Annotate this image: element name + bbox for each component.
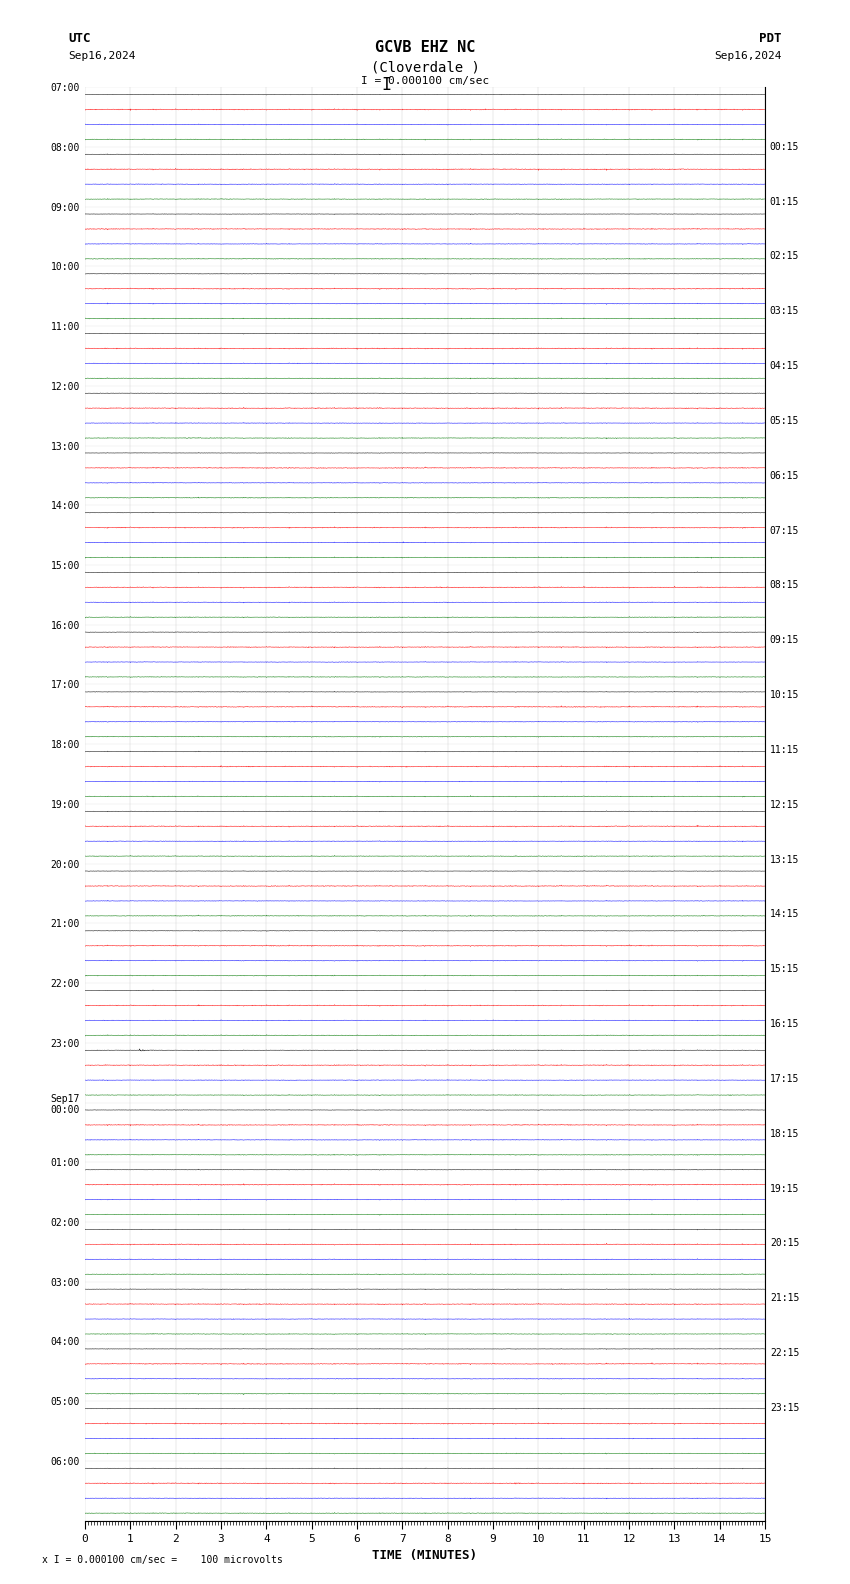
Text: Sep16,2024: Sep16,2024	[68, 51, 135, 60]
Text: (Cloverdale ): (Cloverdale )	[371, 60, 479, 74]
Text: I = 0.000100 cm/sec: I = 0.000100 cm/sec	[361, 76, 489, 86]
Text: GCVB EHZ NC: GCVB EHZ NC	[375, 40, 475, 54]
Text: PDT: PDT	[760, 32, 782, 44]
Text: I: I	[382, 76, 392, 93]
X-axis label: TIME (MINUTES): TIME (MINUTES)	[372, 1549, 478, 1562]
Text: UTC: UTC	[68, 32, 90, 44]
Text: x I = 0.000100 cm/sec =    100 microvolts: x I = 0.000100 cm/sec = 100 microvolts	[42, 1555, 283, 1565]
Text: Sep16,2024: Sep16,2024	[715, 51, 782, 60]
